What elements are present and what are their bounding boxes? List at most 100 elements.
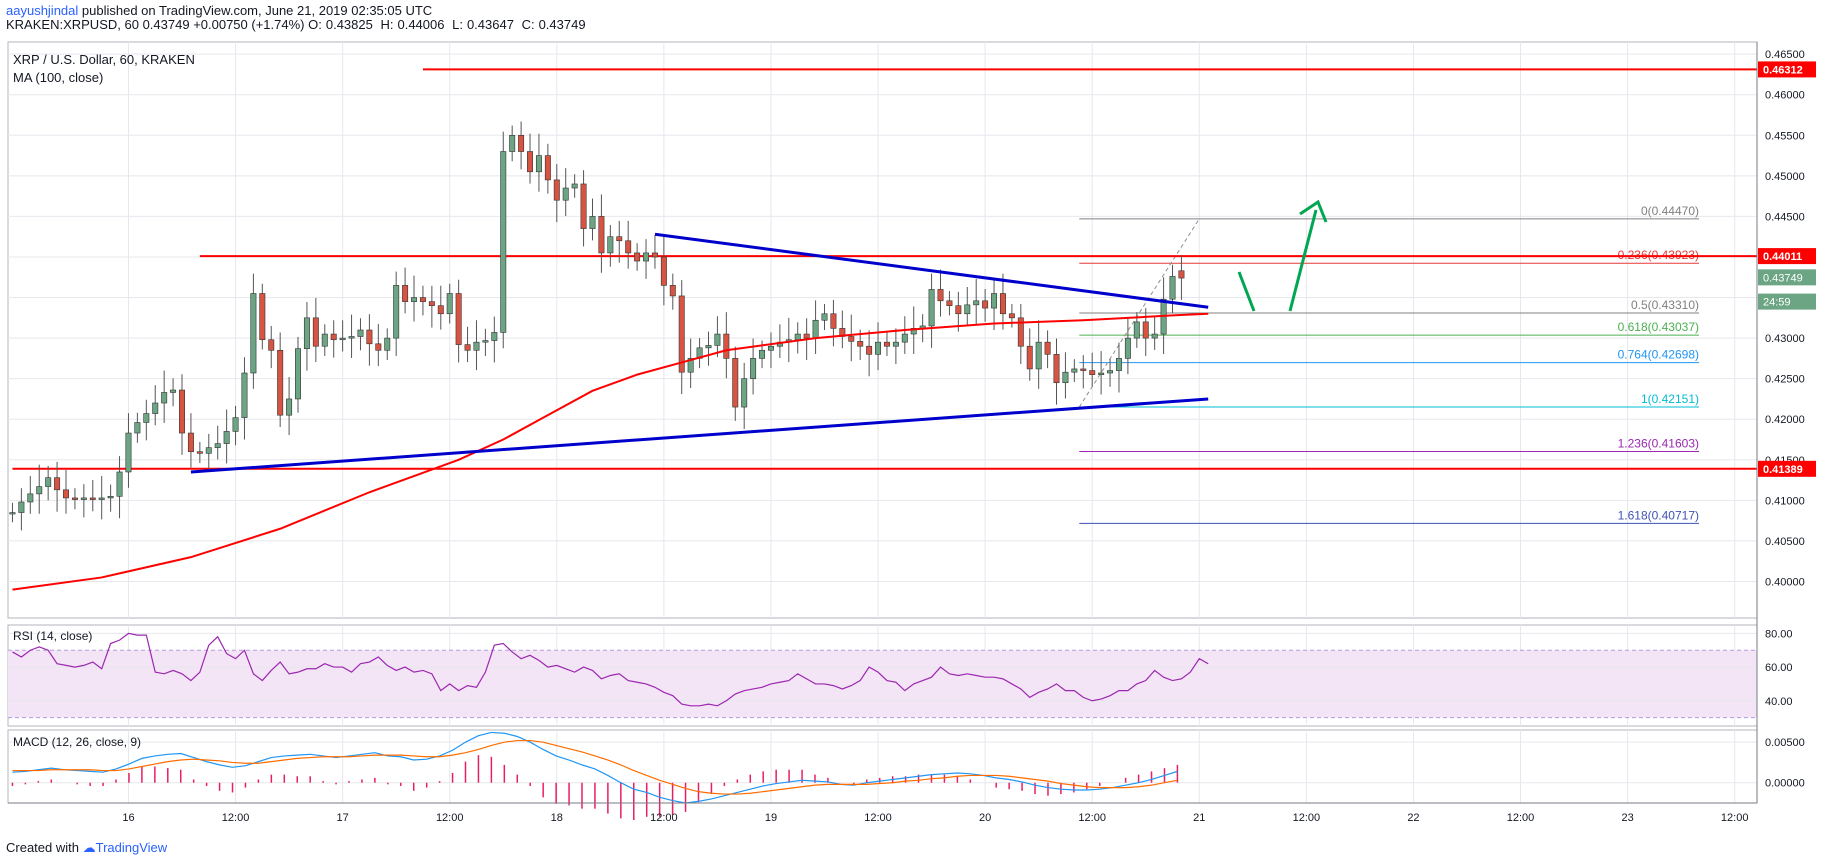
candle-body [134,422,141,434]
candle-body [928,289,935,327]
rsi-line [12,632,1209,707]
candle-body [9,512,16,515]
ma-100-line [12,312,1209,591]
candle-body [1026,345,1033,370]
level-price-tag [1758,248,1816,265]
candle-body [241,372,248,418]
y-tick-label: 0.44500 [1765,211,1805,223]
forecast-big-arrow-head [1299,199,1328,223]
candle-body [125,432,132,473]
main-title: XRP / U.S. Dollar, 60, KRAKEN [13,52,195,67]
rsi-y-tick: 80.00 [1765,628,1793,640]
x-tick-label: 21 [1193,812,1205,824]
fib-level-label: 1.236(0.41603) [1618,436,1699,450]
candle-body [660,256,667,286]
candle-body [616,236,623,242]
chart-header: aayushjindal published on TradingView.co… [6,4,590,36]
fib-level-label: 0.618(0.43037) [1618,320,1699,334]
candle-body [598,216,605,254]
candle-body [357,329,364,337]
candle-body [669,285,676,297]
y-tick-label: 0.46500 [1765,49,1805,61]
candle-body [1133,321,1140,339]
ma-label: MA (100, close) [13,70,103,85]
candle-body [1017,317,1024,347]
pane-border [7,729,1758,804]
y-tick-label: 0.46000 [1765,90,1805,102]
candle-body [812,319,819,339]
candle-body [268,339,275,351]
high-label: H: [380,17,394,32]
candle-body [973,300,980,306]
macd-pane [8,731,1757,821]
candle-body [286,398,293,416]
candle-body [45,477,52,487]
candle-body [303,317,310,349]
candle-body [848,336,855,342]
candle-body [883,341,890,347]
x-tick-label: 23 [1621,812,1633,824]
candles [9,121,1185,531]
candle-body [794,333,801,341]
candle-body [821,313,828,321]
rsi-y-tick: 60.00 [1765,662,1793,674]
author-name[interactable]: aayushjindal [6,3,79,18]
candle-body [1107,370,1114,374]
candle-body [482,340,489,343]
close-label: C: [521,17,535,32]
candle-body [295,348,301,400]
candle-body [348,336,355,339]
candle-body [411,297,417,302]
forecast-arrows [1237,199,1328,312]
y-tick-label: 0.41000 [1765,495,1805,507]
candle-body [866,345,873,355]
symbol-label: KRAKEN:XRPUSD, 60 [6,17,139,32]
candle-body [705,345,712,349]
candle-body [179,389,185,434]
rsi-band [8,650,1757,718]
x-tick-label: 12:00 [1721,812,1749,824]
footer: Created with ☁TradingView [6,840,167,856]
candle-body [98,497,105,500]
candle-body [473,341,480,351]
candle-body [384,337,391,351]
x-tick-label: 12:00 [1078,812,1106,824]
candle-body [375,343,382,351]
open-label: O: [308,17,322,32]
candle-body [946,300,953,306]
rsi-pane [8,632,1757,719]
candle-body [1071,368,1078,373]
chart-canvas[interactable]: 0(0.44470)0.236(0.43923)0.5(0.43310)0.61… [0,0,1828,836]
candle-body [714,333,721,346]
candle-body [18,501,25,513]
x-tick-label: 12:00 [222,812,250,824]
x-tick-label: 17 [337,812,349,824]
candle-body [571,183,578,189]
y-tick-label: 0.40000 [1765,576,1805,588]
candle-body [857,341,864,347]
resistance-lines [12,68,1757,470]
candle-body [937,289,944,302]
candle-body [875,341,882,355]
candle-body [535,155,542,173]
fib-level-label: 0.764(0.42698) [1618,348,1699,362]
y-tick-label: 0.40500 [1765,536,1805,548]
price-change: +0.00750 (+1.74%) [193,17,305,32]
tradingview-link[interactable]: TradingView [95,840,168,855]
candle-body [116,471,123,497]
triangle-trendline [654,232,1209,309]
candle-body [250,293,257,374]
candle-body [1098,372,1105,375]
rsi-title: RSI (14, close) [13,629,92,643]
candle-body [901,333,908,343]
candle-body [402,285,409,302]
candle-body [634,252,641,262]
candle-body [446,293,453,315]
moving-average [12,312,1209,591]
candle-body [607,236,614,254]
low-value: 0.43647 [466,17,514,32]
candle-body [625,240,632,254]
candle-body [71,497,78,500]
candle-body [1053,354,1060,384]
current-price-tag [1758,269,1816,286]
